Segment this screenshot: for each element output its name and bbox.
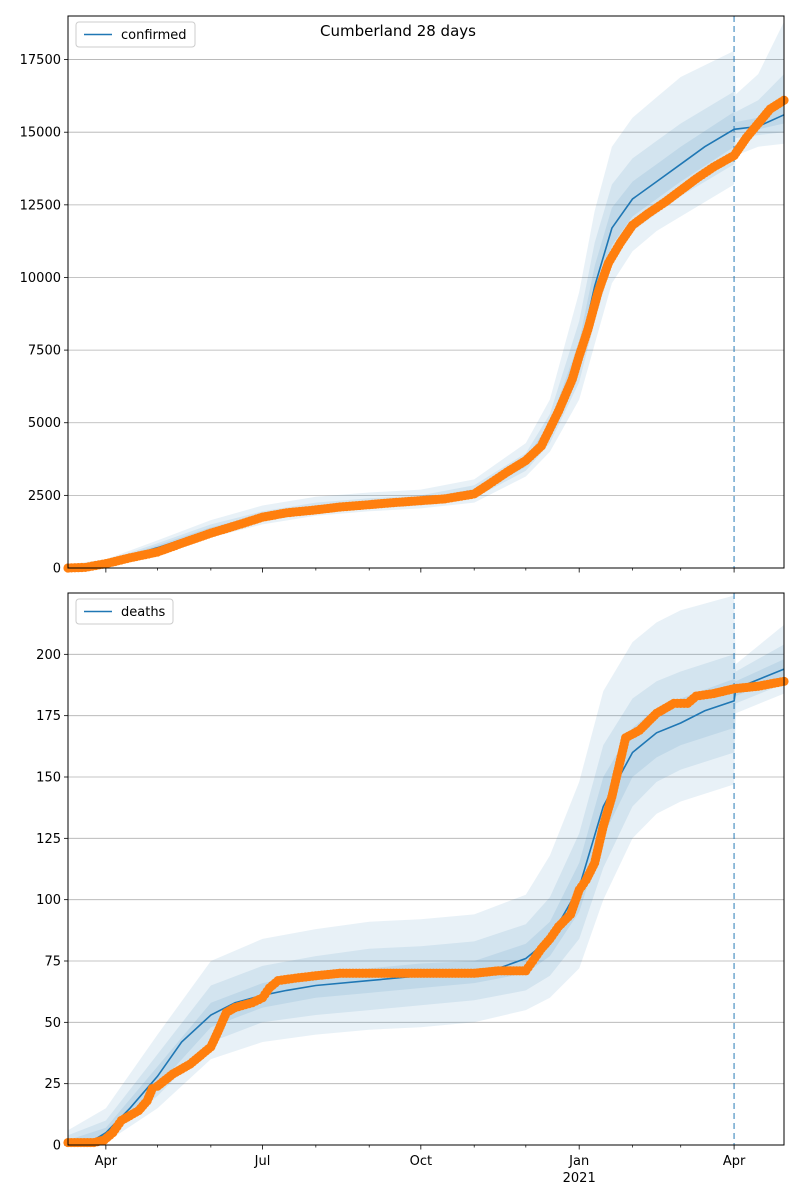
deaths-ytick-label: 25 [44,1077,61,1092]
deaths-band-inner [68,659,784,1145]
xtick-label: Apr [723,1154,746,1169]
confirmed-band-middle [68,74,784,568]
deaths-ytick-label: 175 [36,709,61,724]
confirmed-ytick-label: 10000 [20,271,61,286]
confirmed-band-outer [68,21,784,569]
deaths-band-middle [68,644,784,1145]
deaths-ytick-label: 50 [44,1016,61,1031]
deaths-ytick-label: 100 [36,893,61,908]
confirmed-band-inner [68,103,784,568]
deaths-legend-label: deaths [121,605,166,620]
deaths-ytick-label: 200 [36,648,61,663]
confirmed-legend: confirmed [75,21,196,48]
deaths-ytick-label: 125 [36,832,61,847]
confirmed-legend-label: confirmed [121,28,187,43]
confirmed-ytick-label: 17500 [20,53,61,68]
xtick-label: Apr [95,1154,118,1169]
confirmed-panel: 0 2500 5000 7500 10000 12500 15000 17500 confirm… [20,15,789,577]
confirmed-ytick-label: 5000 [28,416,61,431]
xtick-label: Oct [410,1154,432,1169]
confirmed-ytick-label: 7500 [28,344,61,359]
confirmed-ytick-label: 12500 [20,198,61,213]
xtick-year-label: 2021 [563,1171,596,1186]
confirmed-legend-box [75,21,196,48]
xtick-label: Jul [254,1154,271,1169]
deaths-legend: deaths [75,598,174,625]
confirmed-axes-frame [67,15,785,569]
deaths-ytick-label: 75 [44,955,61,970]
confirmed-ytick-label: 0 [53,562,61,577]
deaths-ytick-label: 0 [53,1139,61,1154]
xtick-label: Jan [568,1154,589,1169]
confirmed-ytick-label: 15000 [20,126,61,141]
deaths-panel: 0 25 50 75 100 125 150 175 200 Apr Jul Oct Jan Apr 202… [36,592,789,1186]
deaths-legend-box [75,598,174,625]
deaths-axes-frame [67,592,785,1146]
deaths-ytick-label: 150 [36,771,61,786]
confirmed-ytick-label: 2500 [28,489,61,504]
figure-title: Cumberland 28 days [320,22,476,40]
